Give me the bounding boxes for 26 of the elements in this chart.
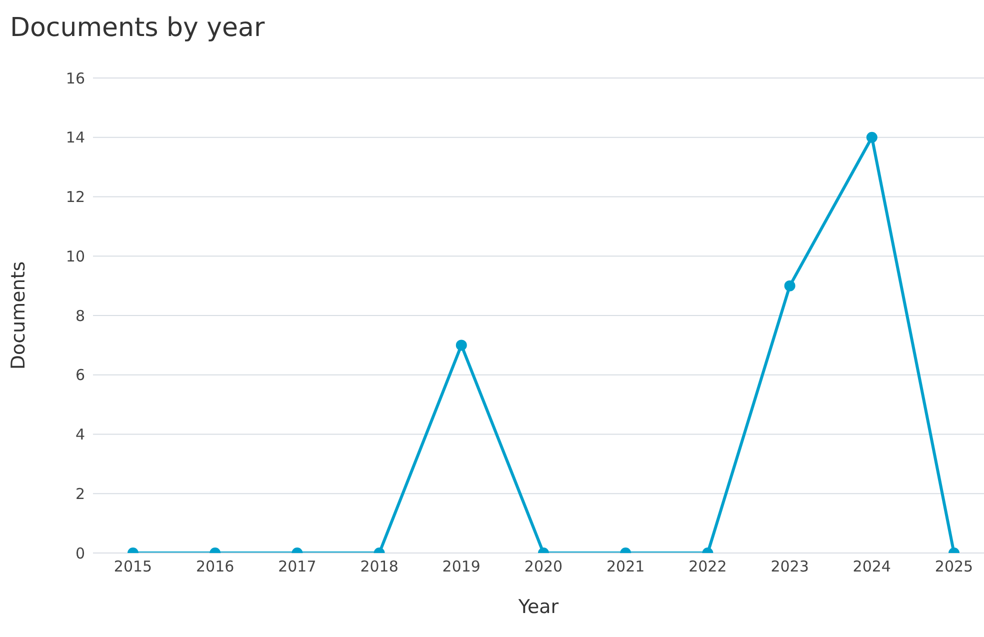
y-tick-label: 4 [75,426,85,444]
point [456,340,467,351]
x-tick-label: 2016 [196,558,234,576]
y-axis-title: Documents [8,261,30,370]
y-tick-label: 16 [66,69,85,88]
y-tick-label: 6 [75,366,85,384]
y-tick-label: 10 [66,247,85,266]
x-axis-title: Year [517,596,559,618]
x-tick-label: 2023 [770,558,809,576]
y-tick-label: 0 [75,544,85,562]
y-tick-label: 8 [75,306,85,325]
x-tick-label: 2024 [852,558,891,576]
x-tick-label: 2021 [606,558,645,576]
x-tick-label: 2018 [360,558,398,576]
x-tick-label: 2015 [114,558,152,576]
y-tick-label: 12 [66,188,85,206]
point [784,280,796,292]
point [866,132,878,143]
y-tick-label: 14 [66,128,85,147]
x-tick-label: 2025 [934,558,974,576]
chart-title: Documents by year [9,12,266,45]
x-tick-label: 2020 [524,558,563,576]
x-tick-label: 2019 [442,558,480,576]
x-tick-label: 2022 [688,558,727,576]
x-tick-label: 2017 [278,558,316,576]
y-tick-label: 2 [75,484,85,503]
